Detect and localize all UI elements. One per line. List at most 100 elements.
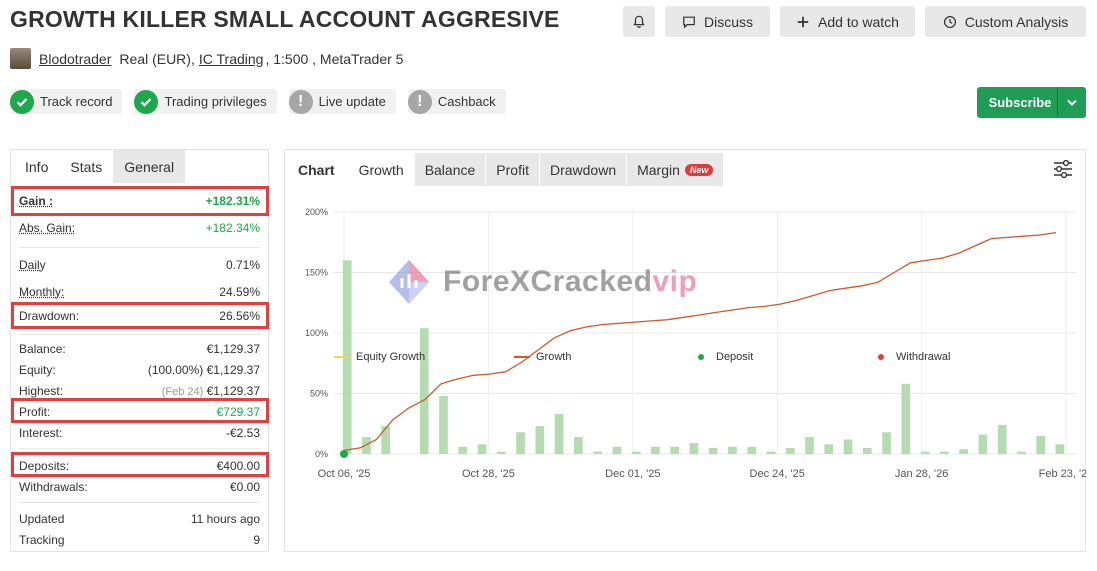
- stat-label: Equity:: [19, 363, 56, 377]
- tab-growth[interactable]: Growth: [348, 153, 414, 186]
- legend-equity-growth[interactable]: Equity Growth: [334, 351, 425, 363]
- divider: [19, 502, 260, 503]
- settings-sliders-icon[interactable]: [1052, 158, 1074, 180]
- badge-track-record[interactable]: Track record: [10, 89, 123, 114]
- bar: [631, 451, 641, 454]
- chart-panel: Chart Growth Balance Profit Drawdown Mar…: [284, 149, 1086, 552]
- bar: [1017, 451, 1026, 454]
- bar: [1055, 444, 1065, 454]
- stat-label: Monthly:: [19, 285, 65, 299]
- add-to-watch-button[interactable]: Add to watch: [780, 6, 915, 37]
- stat-withdrawals: Withdrawals: €0.00: [19, 480, 260, 494]
- tab-drawdown[interactable]: Drawdown: [539, 153, 627, 186]
- tab-margin-label: Margin: [637, 161, 680, 178]
- y-tick-label: 150%: [305, 268, 328, 278]
- legend-label: Growth: [536, 351, 572, 363]
- stat-deposits: Deposits: €400.00: [19, 459, 260, 473]
- x-tick-label: Dec 01, '25: [605, 468, 660, 480]
- broker-link[interactable]: IC Trading: [198, 50, 264, 67]
- bar: [1036, 435, 1045, 454]
- stat-value: €0.00: [229, 480, 260, 494]
- stat-note: (100.00%): [147, 363, 204, 377]
- tab-chart[interactable]: Chart: [298, 161, 335, 178]
- bar: [593, 451, 602, 454]
- bar: [824, 444, 834, 454]
- custom-analysis-label: Custom Analysis: [964, 13, 1069, 30]
- tab-margin[interactable]: Margin New: [627, 153, 724, 186]
- stat-balance: Balance: €1,129.37: [19, 342, 260, 356]
- add-to-watch-label: Add to watch: [818, 13, 899, 30]
- exclamation-icon: !: [407, 89, 432, 114]
- legend-label: Deposit: [716, 351, 754, 363]
- bar: [901, 383, 911, 454]
- stat-value: €1,129.37: [206, 342, 260, 356]
- bar: [516, 432, 525, 454]
- stat-value: €1,129.37: [206, 363, 260, 377]
- discuss-button[interactable]: Discuss: [665, 6, 770, 37]
- gain-highlight: [11, 186, 269, 216]
- stat-monthly: Monthly: 24.59%: [19, 285, 260, 299]
- bar: [670, 446, 679, 454]
- custom-analysis-button[interactable]: Custom Analysis: [925, 6, 1086, 37]
- growth-line: [343, 231, 1057, 452]
- badge-label: Live update: [318, 94, 386, 109]
- stat-label: Gain :: [19, 194, 54, 208]
- y-tick-label: 0%: [315, 449, 328, 459]
- bell-icon: [633, 15, 645, 28]
- legend-deposit[interactable]: Deposit: [698, 351, 753, 363]
- stat-value: +182.34%: [205, 221, 260, 235]
- legend-label: Equity Growth: [356, 351, 426, 363]
- subscribe-button[interactable]: Subscribe: [977, 87, 1086, 118]
- x-tick-label: Dec 24, '25: [750, 468, 805, 480]
- stat-tracking: Tracking 9: [19, 533, 260, 547]
- drawdown-highlight: [11, 302, 269, 329]
- badge-label: Trading privileges: [164, 94, 267, 109]
- bar: [554, 414, 564, 454]
- bar: [708, 447, 718, 454]
- stat-value: 11 hours ago: [190, 512, 260, 526]
- account-info: Blodotrader Real (EUR), IC Trading , 1:5…: [10, 48, 403, 69]
- badge-cashback[interactable]: ! Cashback: [407, 89, 506, 114]
- legend-withdrawal[interactable]: Withdrawal: [878, 351, 950, 363]
- bar: [843, 439, 853, 454]
- user-link[interactable]: Blodotrader: [39, 50, 112, 67]
- growth-chart: 200% 150% 100% 50% 0% Oct 06, '25 Oct 28, '25 D…: [305, 207, 1086, 480]
- watermark: ForeXCrackedvip: [385, 258, 697, 306]
- watermark-text: ForeXCracked: [443, 265, 653, 298]
- notification-bell-button[interactable]: [623, 6, 655, 37]
- tab-info[interactable]: Info: [25, 158, 49, 175]
- legend-dot-swatch: [878, 354, 884, 360]
- stat-label: Profit:: [19, 405, 51, 419]
- subscribe-label: Subscribe: [988, 95, 1052, 110]
- x-tick-label: Feb 23, '26: [1039, 468, 1086, 480]
- tab-balance[interactable]: Balance: [414, 153, 486, 186]
- bar: [651, 446, 660, 454]
- bar: [477, 444, 487, 454]
- x-tick-label: Oct 28, '25: [462, 468, 515, 480]
- bar: [612, 446, 622, 454]
- stat-value: €400.00: [216, 459, 260, 473]
- x-tick-label: Oct 06, '25: [318, 468, 371, 480]
- badge-live-update[interactable]: ! Live update: [288, 89, 396, 114]
- bar: [766, 451, 776, 454]
- stat-abs-gain: Abs. Gain: +182.34%: [19, 221, 260, 235]
- stat-value: 24.59%: [219, 285, 260, 299]
- legend-growth[interactable]: Growth: [514, 351, 571, 363]
- tab-profit[interactable]: Profit: [486, 153, 539, 186]
- divider: [19, 334, 260, 335]
- tab-stats[interactable]: Stats: [70, 158, 103, 175]
- stat-daily: Daily 0.71%: [19, 258, 260, 272]
- divider: [19, 448, 260, 449]
- bar: [419, 328, 429, 454]
- bar: [997, 424, 1007, 454]
- chevron-down-icon[interactable]: [1058, 95, 1086, 110]
- divider: [19, 247, 260, 248]
- stat-label: Highest:: [19, 384, 64, 398]
- stat-highest: Highest: (Feb 24) €1,129.37: [19, 384, 260, 398]
- stat-updated: Updated 11 hours ago: [19, 512, 260, 526]
- legend-label: Withdrawal: [896, 351, 951, 363]
- tab-general[interactable]: General: [113, 150, 186, 183]
- bar: [535, 426, 545, 454]
- stat-label: Deposits:: [19, 459, 70, 473]
- badge-trading-privileges[interactable]: Trading privileges: [134, 89, 277, 114]
